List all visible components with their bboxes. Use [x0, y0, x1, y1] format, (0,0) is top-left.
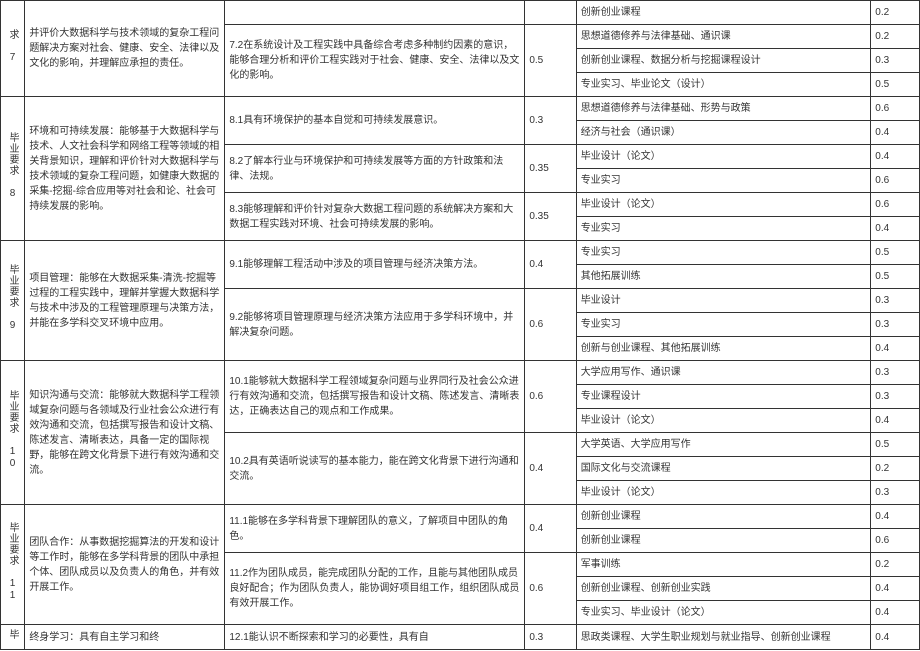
weight: 0.35 — [525, 193, 576, 241]
sub-desc: 10.2具有英语听说读写的基本能力，能在跨文化背景下进行沟通和交流。 — [225, 433, 525, 505]
sub-desc: 8.3能够理解和评价针对复杂大数据工程问题的系统解决方案和大数据工程实践对环境、… — [225, 193, 525, 241]
table-row: 毕业要求 10 知识沟通与交流：能够就大数据科学工程领域复杂问题与各领域及行业社… — [1, 361, 920, 385]
course: 专业实习 — [576, 217, 871, 241]
table-row: 毕 终身学习：具有自主学习和终 12.1能认识不断探索和学习的必要性，具有自 0… — [1, 625, 920, 650]
sub-desc: 10.1能够就大数据科学工程领域复杂问题与业界同行及社会公众进行有效沟通和交流，… — [225, 361, 525, 433]
course-weight: 0.4 — [871, 409, 920, 433]
course: 思想道德修养与法律基础、形势与政策 — [576, 97, 871, 121]
weight: 0.3 — [525, 97, 576, 145]
requirements-table: 求 7 并评价大数据科学与技术领域的复杂工程问题解决方案对社会、健康、安全、法律… — [0, 0, 920, 650]
sub-desc: 12.1能认识不断探索和学习的必要性，具有自 — [225, 625, 525, 650]
course-weight: 0.6 — [871, 193, 920, 217]
weight: 0.4 — [525, 505, 576, 553]
sub-desc: 8.2了解本行业与环境保护和可持续发展等方面的方针政策和法律、法规。 — [225, 145, 525, 193]
sub-desc: 11.2作为团队成员，能完成团队分配的工作，且能与其他团队成员良好配合；作为团队… — [225, 553, 525, 625]
course-weight: 0.3 — [871, 289, 920, 313]
sub-desc: 8.1具有环境保护的基本自觉和可持续发展意识。 — [225, 97, 525, 145]
sub-desc: 9.2能够将项目管理原理与经济决策方法应用于多学科环境中，并解决复杂问题。 — [225, 289, 525, 361]
course-weight: 0.4 — [871, 601, 920, 625]
course: 创新与创业课程、其他拓展训练 — [576, 337, 871, 361]
course-weight: 0.4 — [871, 217, 920, 241]
req-desc: 并评价大数据科学与技术领域的复杂工程问题解决方案对社会、健康、安全、法律以及文化… — [25, 1, 225, 97]
table-row: 求 7 并评价大数据科学与技术领域的复杂工程问题解决方案对社会、健康、安全、法律… — [1, 1, 920, 25]
weight: 0.6 — [525, 361, 576, 433]
req-desc: 项目管理：能够在大数据采集-清洗-挖掘等过程的工程实践中，理解并掌握大数据科学与… — [25, 241, 225, 361]
course: 专业实习 — [576, 169, 871, 193]
course: 专业实习 — [576, 241, 871, 265]
course-weight: 0.5 — [871, 433, 920, 457]
course-weight: 0.4 — [871, 121, 920, 145]
course-weight: 0.2 — [871, 457, 920, 481]
course-weight: 0.3 — [871, 313, 920, 337]
course-weight: 0.6 — [871, 97, 920, 121]
course-weight: 0.5 — [871, 73, 920, 97]
course-weight: 0.3 — [871, 49, 920, 73]
course: 专业实习、毕业设计（论文） — [576, 601, 871, 625]
weight — [525, 1, 576, 25]
req-desc: 团队合作：从事数据挖掘算法的开发和设计等工作时，能够在多学科背景的团队中承担个体… — [25, 505, 225, 625]
course-weight: 0.4 — [871, 337, 920, 361]
course-weight: 0.5 — [871, 265, 920, 289]
course: 毕业设计 — [576, 289, 871, 313]
req-index: 毕业要求 11 — [1, 505, 25, 625]
course: 军事训练 — [576, 553, 871, 577]
course: 专业实习、毕业论文（设计） — [576, 73, 871, 97]
course: 思想道德修养与法律基础、通识课 — [576, 25, 871, 49]
course: 毕业设计（论文） — [576, 409, 871, 433]
req-index: 毕业要求 8 — [1, 97, 25, 241]
course-weight: 0.6 — [871, 529, 920, 553]
course-weight: 0.4 — [871, 577, 920, 601]
course: 创新创业课程 — [576, 529, 871, 553]
course: 经济与社会（通识课） — [576, 121, 871, 145]
course: 创新创业课程 — [576, 1, 871, 25]
req-desc: 知识沟通与交流：能够就大数据科学工程领域复杂问题与各领域及行业社会公众进行有效沟… — [25, 361, 225, 505]
course: 创新创业课程 — [576, 505, 871, 529]
weight: 0.6 — [525, 553, 576, 625]
course: 创新创业课程、数据分析与挖掘课程设计 — [576, 49, 871, 73]
req-index: 毕业要求 10 — [1, 361, 25, 505]
course-weight: 0.3 — [871, 481, 920, 505]
course-weight: 0.6 — [871, 169, 920, 193]
course: 专业课程设计 — [576, 385, 871, 409]
course: 毕业设计（论文） — [576, 145, 871, 169]
req-index: 毕 — [1, 625, 25, 650]
sub-desc: 7.2在系统设计及工程实践中具备综合考虑多种制约因素的意识，能够合理分析和评价工… — [225, 25, 525, 97]
course: 专业实习 — [576, 313, 871, 337]
weight: 0.3 — [525, 625, 576, 650]
course-weight: 0.3 — [871, 385, 920, 409]
course-weight: 0.2 — [871, 25, 920, 49]
course-weight: 0.2 — [871, 1, 920, 25]
sub-desc: 9.1能够理解工程活动中涉及的项目管理与经济决策方法。 — [225, 241, 525, 289]
weight: 0.4 — [525, 241, 576, 289]
weight: 0.5 — [525, 25, 576, 97]
req-index: 毕业要求 9 — [1, 241, 25, 361]
course-weight: 0.4 — [871, 505, 920, 529]
course: 毕业设计（论文） — [576, 481, 871, 505]
course: 其他拓展训练 — [576, 265, 871, 289]
req-desc: 终身学习：具有自主学习和终 — [25, 625, 225, 650]
course-weight: 0.4 — [871, 145, 920, 169]
course-weight: 0.3 — [871, 361, 920, 385]
course: 毕业设计（论文） — [576, 193, 871, 217]
course: 大学英语、大学应用写作 — [576, 433, 871, 457]
sub-desc — [225, 1, 525, 25]
table-row: 毕业要求 11 团队合作：从事数据挖掘算法的开发和设计等工作时，能够在多学科背景… — [1, 505, 920, 529]
weight: 0.4 — [525, 433, 576, 505]
course: 思政类课程、大学生职业规划与就业指导、创新创业课程 — [576, 625, 871, 650]
weight: 0.6 — [525, 289, 576, 361]
sub-desc: 11.1能够在多学科背景下理解团队的意义，了解项目中团队的角色。 — [225, 505, 525, 553]
course-weight: 0.4 — [871, 625, 920, 650]
course-weight: 0.2 — [871, 553, 920, 577]
table-row: 毕业要求 9 项目管理：能够在大数据采集-清洗-挖掘等过程的工程实践中，理解并掌… — [1, 241, 920, 265]
course: 创新创业课程、创新创业实践 — [576, 577, 871, 601]
course: 大学应用写作、通识课 — [576, 361, 871, 385]
req-index: 求 7 — [1, 1, 25, 97]
req-desc: 环境和可持续发展：能够基于大数据科学与技术、人文社会科学和网络工程等领域的相关背… — [25, 97, 225, 241]
course-weight: 0.5 — [871, 241, 920, 265]
weight: 0.35 — [525, 145, 576, 193]
course: 国际文化与交流课程 — [576, 457, 871, 481]
table-row: 毕业要求 8 环境和可持续发展：能够基于大数据科学与技术、人文社会科学和网络工程… — [1, 97, 920, 121]
